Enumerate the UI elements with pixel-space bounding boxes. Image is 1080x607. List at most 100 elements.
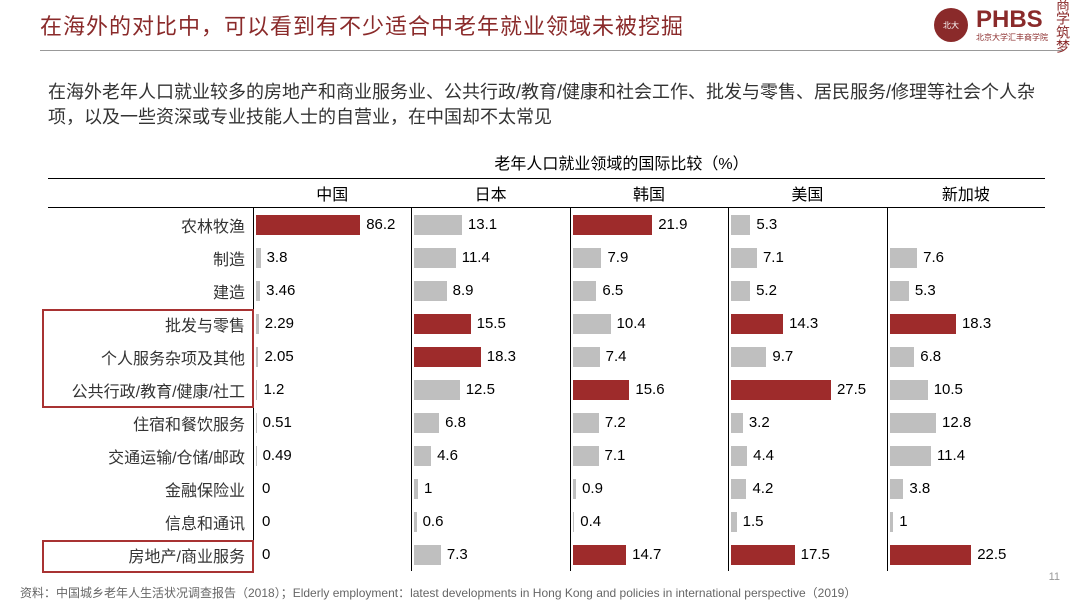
bar-value-label: 12.8: [942, 414, 971, 431]
bar: [573, 215, 652, 235]
bar: [731, 314, 783, 334]
bar-cell: 0: [253, 472, 411, 505]
bar-value-label: 1: [424, 480, 432, 497]
bar-value-label: 14.3: [789, 315, 818, 332]
bar-cell: 3.2: [728, 406, 886, 439]
chart-column-header: 韩国: [570, 181, 728, 205]
bar: [414, 347, 480, 367]
bar-value-label: 10.4: [617, 315, 646, 332]
bar-cell: 10.5: [887, 373, 1045, 406]
bar-value-label: 4.2: [752, 480, 773, 497]
bar-cell: 7.1: [570, 439, 728, 472]
bar-value-label: 11.4: [462, 249, 490, 266]
bar: [890, 347, 915, 367]
bar-value-label: 7.4: [606, 348, 627, 365]
bar-value-label: 6.8: [445, 414, 466, 431]
bar: [573, 281, 597, 301]
bar-value-label: 0: [262, 546, 270, 563]
bar: [573, 380, 630, 400]
bar: [731, 479, 746, 499]
bar: [414, 248, 455, 268]
bar-value-label: 6.5: [602, 282, 623, 299]
chart-row: 住宿和餐饮服务0.516.87.23.212.8: [48, 406, 1045, 439]
bar-cell: 12.5: [411, 373, 569, 406]
bar: [890, 248, 918, 268]
bar: [573, 512, 574, 532]
category-label: 交通运输/仓储/邮政: [48, 444, 253, 468]
title-band: 在海外的对比中，可以看到有不少适合中老年就业领域未被挖掘 北大 PHBS 北京大…: [0, 0, 1080, 50]
bar-value-label: 0: [262, 480, 270, 497]
bar: [256, 281, 260, 301]
university-seal-icon: 北大: [934, 8, 968, 42]
bar-cell: 5.3: [728, 208, 886, 241]
bar-value-label: 22.5: [977, 546, 1006, 563]
bar-cell: 7.9: [570, 241, 728, 274]
bar-cell: 0.49: [253, 439, 411, 472]
chart-row: 交通运输/仓储/邮政0.494.67.14.411.4: [48, 439, 1045, 472]
bar-cell: 4.6: [411, 439, 569, 472]
chart-row: 建造3.468.96.55.25.3: [48, 274, 1045, 307]
bar-value-label: 0.9: [582, 480, 603, 497]
bar-cell: 1: [411, 472, 569, 505]
bar-cell: 11.4: [887, 439, 1045, 472]
bar-value-label: 0: [262, 513, 270, 530]
bar: [414, 545, 440, 565]
bar-value-label: 7.1: [605, 447, 626, 464]
bar-cell: 27.5: [728, 373, 886, 406]
bar-value-label: 1: [899, 513, 907, 530]
bar-value-label: 5.3: [915, 282, 936, 299]
chart-title: 老年人口就业领域的国际比较（%）: [48, 150, 1045, 174]
bar-value-label: 0.51: [263, 414, 292, 431]
category-label: 信息和通讯: [48, 510, 253, 534]
bar: [414, 281, 446, 301]
bar-cell: 6.8: [887, 340, 1045, 373]
bar-cell: 0: [253, 505, 411, 538]
bar: [731, 380, 831, 400]
bar-cell: 0.6: [411, 505, 569, 538]
chart-row: 房地产/商业服务 0 7.314.7 17.5 22.5: [48, 538, 1045, 571]
bar: [414, 314, 470, 334]
page-number: 11: [1049, 571, 1060, 583]
bar-cell: 0.51: [253, 406, 411, 439]
bar-value-label: 3.8: [267, 249, 288, 266]
bar-value-label: 3.8: [909, 480, 930, 497]
bar-cell: 7.3: [411, 538, 569, 571]
category-label: 房地产/商业服务: [48, 543, 253, 567]
chart-row: 公共行政/教育/健康/社工1.212.515.627.510.5: [48, 373, 1045, 406]
bar-cell: 14.7: [570, 538, 728, 571]
bar-cell: 18.3: [887, 307, 1045, 340]
bar-cell: 13.1: [411, 208, 569, 241]
bar-value-label: 8.9: [453, 282, 474, 299]
bar: [731, 545, 794, 565]
bar: [890, 314, 956, 334]
bar-value-label: 1.2: [263, 381, 284, 398]
bar-value-label: 5.3: [756, 216, 777, 233]
bar: [256, 314, 259, 334]
bar-value-label: 5.2: [756, 282, 777, 299]
bar-value-label: 86.2: [366, 216, 395, 233]
bar: [256, 446, 257, 466]
header-rule: [40, 50, 1062, 51]
chart-row: 批发与零售2.2915.510.414.318.3: [48, 307, 1045, 340]
bar: [573, 446, 599, 466]
bar-cell: 7.6: [887, 241, 1045, 274]
bar: [731, 347, 766, 367]
slide-title: 在海外的对比中，可以看到有不少适合中老年就业领域未被挖掘: [40, 9, 934, 41]
bar-cell: 4.2: [728, 472, 886, 505]
bar: [890, 545, 972, 565]
bar: [890, 512, 894, 532]
bar-value-label: 17.5: [801, 546, 830, 563]
footer-source: 资料：中国城乡老年人生活状况调查报告（2018）；Elderly employm…: [20, 584, 1060, 601]
chart-row: 信息和通讯00.60.41.51: [48, 505, 1045, 538]
bar-value-label: 7.1: [763, 249, 784, 266]
bar: [414, 215, 462, 235]
bar: [414, 512, 416, 532]
chart-row: 金融保险业010.94.23.8: [48, 472, 1045, 505]
bar-cell: 7.4: [570, 340, 728, 373]
bar-value-label: 7.9: [607, 249, 628, 266]
bar-cell: 22.5: [887, 538, 1045, 571]
bar-value-label: 9.7: [772, 348, 793, 365]
bar-value-label: 15.6: [635, 381, 664, 398]
chart-column-header: 美国: [728, 181, 886, 205]
bar-cell: 86.2: [253, 208, 411, 241]
